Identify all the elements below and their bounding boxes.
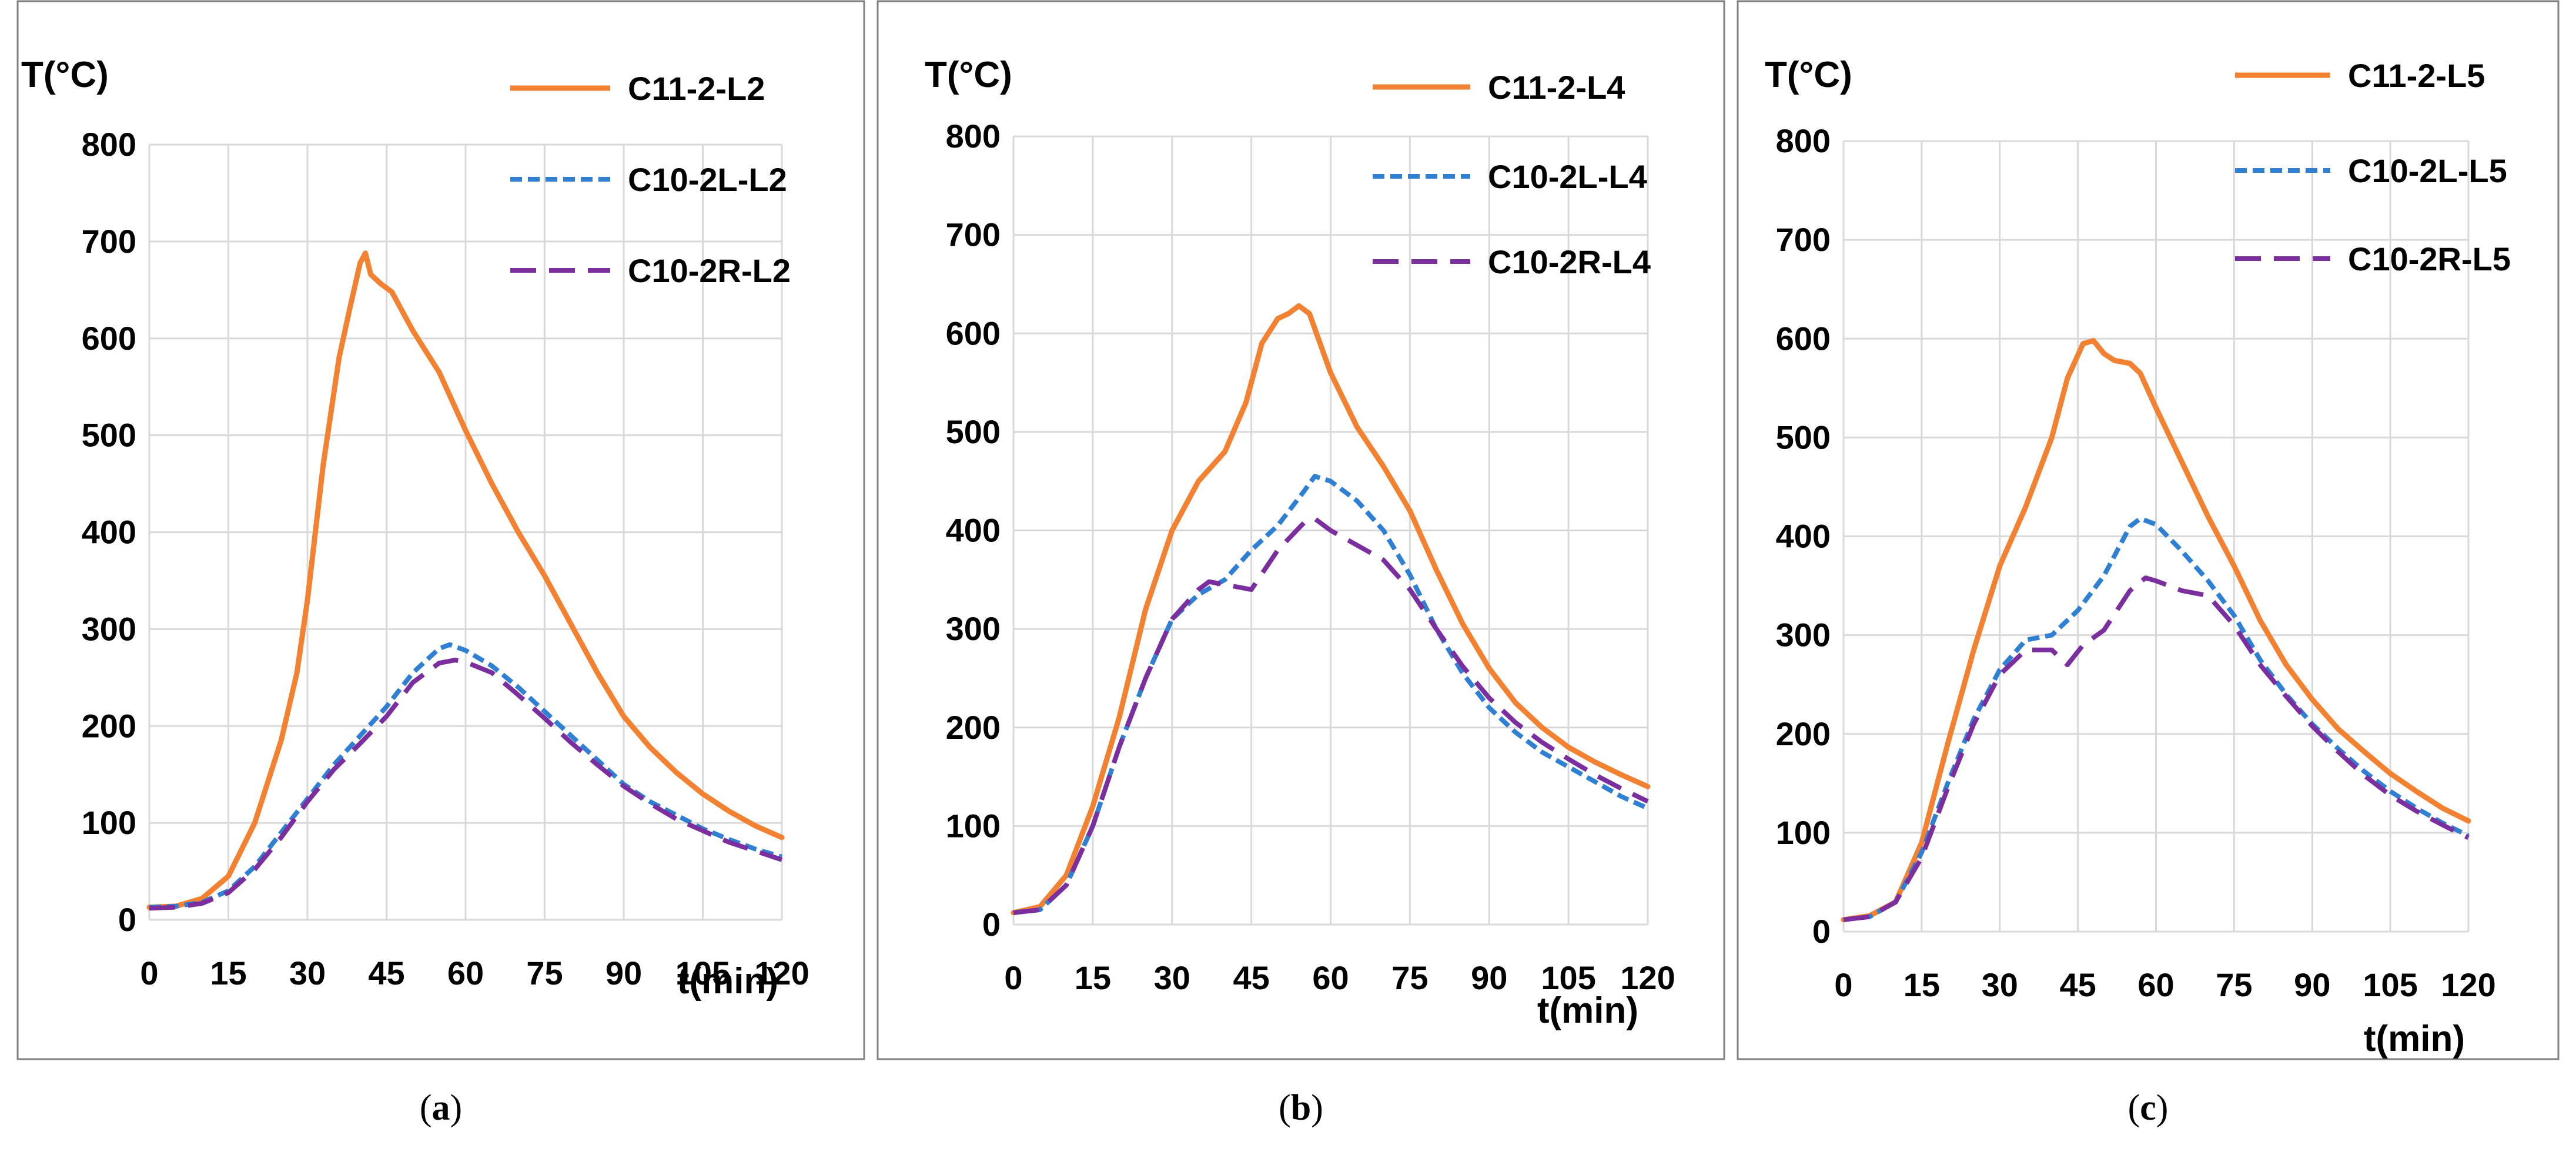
x-tick-label: 60 (2137, 966, 2174, 1003)
x-tick-label: 60 (1312, 959, 1349, 996)
x-axis-label: t(min) (677, 961, 778, 1002)
y-tick-label: 200 (1776, 715, 1831, 752)
chart-panel-b: 0 100 200 300 400 500 600 700 800 0 15 30 45 60 75 90 10… (876, 0, 1725, 1152)
chart-svg-c: 0 100 200 300 400 500 600 700 800 0 15 30 45 60 75 90 10… (1737, 0, 2560, 1128)
x-tick-label: 45 (368, 955, 404, 992)
y-tick-label: 200 (82, 707, 136, 744)
plot-frame (1737, 0, 2560, 1060)
y-tick-label: 400 (82, 514, 136, 551)
y-tick-label: 700 (946, 216, 1001, 253)
y-tick-label: 100 (82, 804, 136, 841)
y-axis-label: T(°C) (925, 55, 1012, 95)
y-tick-label: 700 (1776, 221, 1831, 258)
panel-caption: (a) (420, 1088, 462, 1128)
y-tick-label: 100 (1776, 814, 1831, 851)
x-tick-label: 45 (2059, 966, 2096, 1003)
y-tick-label: 500 (1776, 418, 1831, 456)
legend-label: C10-2L-L2 (628, 161, 787, 198)
legend-label: C11-2-L4 (1488, 69, 1625, 106)
legend-label: C10-2L-L5 (2348, 152, 2507, 189)
x-tick-label: 60 (447, 955, 484, 992)
y-tick-label: 600 (946, 314, 1001, 351)
x-tick-label: 15 (1075, 959, 1111, 996)
x-tick-label: 105 (675, 955, 730, 992)
x-tick-label: 75 (1391, 959, 1428, 996)
x-tick-label: 75 (526, 955, 563, 992)
y-tick-label: 800 (82, 126, 136, 163)
series-line-C11-2-L4 (1011, 303, 1651, 916)
chart-svg-b: 0 100 200 300 400 500 600 700 800 0 15 30 45 60 75 90 10… (876, 0, 1725, 1128)
y-tick-label: 400 (1776, 518, 1831, 555)
x-tick-label: 120 (1620, 959, 1675, 996)
legend-label: C10-2R-L4 (1488, 243, 1651, 280)
x-tick-label: 30 (1154, 959, 1190, 996)
y-tick-label: 500 (946, 413, 1001, 450)
x-tick-label: 0 (1004, 959, 1022, 996)
legend-label: C10-2R-L2 (628, 252, 791, 289)
panel-caption: (b) (1279, 1088, 1323, 1128)
x-axis-label: t(min) (1537, 990, 1638, 1031)
y-tick-label: 300 (946, 610, 1001, 647)
x-tick-label: 105 (2363, 966, 2417, 1003)
panel-caption: (c) (2128, 1088, 2169, 1128)
y-tick-label: 300 (1776, 617, 1831, 654)
legend-label: C10-2L-L4 (1488, 158, 1647, 195)
y-tick-label: 500 (82, 417, 136, 454)
series-line-C10-2R-L5 (1843, 575, 2470, 922)
chart-panel-c: 0 100 200 300 400 500 600 700 800 0 15 30 45 60 75 90 10… (1737, 0, 2560, 1152)
x-tick-label: 0 (140, 955, 158, 992)
chart-panel-a: 0 100 200 300 400 500 600 700 800 0 15 30 45 60 75 90 10… (16, 0, 865, 1152)
x-tick-label: 15 (1903, 966, 1940, 1003)
x-tick-label: 90 (605, 955, 642, 992)
y-tick-label: 300 (82, 610, 136, 647)
y-tick-label: 0 (1812, 913, 1831, 950)
x-tick-label: 75 (2216, 966, 2252, 1003)
x-tick-label: 105 (1541, 959, 1595, 996)
x-axis-label: t(min) (2364, 1019, 2465, 1059)
x-tick-label: 45 (1233, 959, 1269, 996)
x-tick-label: 120 (2441, 966, 2495, 1003)
y-tick-label: 400 (946, 512, 1001, 549)
legend-label: C10-2R-L5 (2348, 240, 2511, 277)
series-line-C11-2-L2 (146, 250, 785, 910)
x-tick-label: 0 (1834, 966, 1852, 1003)
y-axis-label: T(°C) (21, 55, 109, 95)
legend-label: C11-2-L5 (2348, 57, 2485, 94)
y-tick-label: 600 (1776, 320, 1831, 357)
plot-frame (16, 0, 865, 1060)
legend-label: C11-2-L2 (628, 70, 765, 107)
x-tick-label: 15 (210, 955, 246, 992)
series-line-C10-2L-L4 (1013, 474, 1649, 915)
y-axis-label: T(°C) (1765, 55, 1852, 95)
chart-svg-a: 0 100 200 300 400 500 600 700 800 0 15 30 45 60 75 90 10… (16, 0, 865, 1128)
x-tick-label: 90 (2294, 966, 2330, 1003)
x-tick-label: 120 (754, 955, 809, 992)
y-tick-label: 700 (82, 223, 136, 260)
y-tick-label: 100 (946, 807, 1001, 844)
y-tick-label: 800 (1776, 122, 1831, 159)
series-line-C11-2-L5 (1841, 338, 2471, 923)
x-tick-label: 30 (1982, 966, 2018, 1003)
y-tick-label: 800 (946, 118, 1001, 155)
y-tick-label: 0 (982, 906, 1001, 943)
y-tick-label: 0 (118, 901, 136, 938)
x-tick-label: 30 (289, 955, 326, 992)
x-tick-label: 90 (1471, 959, 1507, 996)
series-line-C10-2R-L4 (1013, 516, 1649, 915)
y-tick-label: 200 (946, 709, 1001, 746)
series-line-C10-2R-L2 (149, 658, 783, 911)
y-tick-label: 600 (82, 320, 136, 357)
